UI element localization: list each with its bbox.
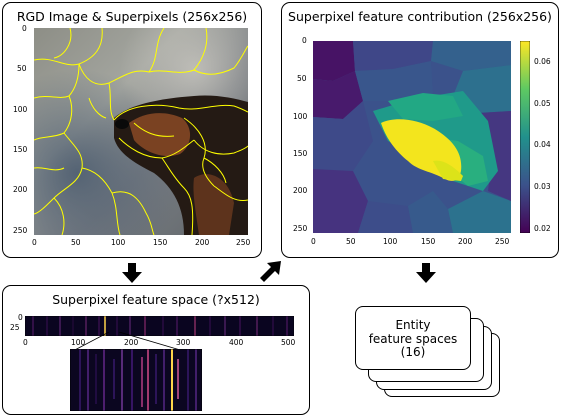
- rgb-panel-title: RGD Image & Superpixels (256x256): [16, 9, 248, 24]
- contribution-x-tick: 250: [495, 237, 510, 246]
- contribution-panel-title: Superpixel feature contribution (256x256…: [288, 9, 552, 24]
- feature-space-panel: Superpixel feature space (?x512) 0 25: [2, 285, 310, 415]
- feature-space-zoom-inset: [70, 349, 202, 411]
- rgb-y-tick: 250: [13, 226, 28, 235]
- contribution-x-tick: 200: [458, 237, 473, 246]
- entity-card-label: Entity feature spaces (16): [356, 318, 470, 360]
- colorbar-tick: 0.06: [534, 57, 551, 66]
- contribution-panel: Superpixel feature contribution (256x256…: [281, 2, 559, 258]
- feature-x-tick: 300: [176, 338, 191, 347]
- rgb-y-tick: 50: [17, 64, 27, 73]
- rgb-x-tick: 150: [153, 238, 168, 247]
- feature-space-title: Superpixel feature space (?x512): [52, 292, 260, 307]
- contribution-x-tick: 100: [383, 237, 398, 246]
- colorbar-tick: 0.04: [534, 140, 551, 149]
- colorbar-tick: 0.05: [534, 99, 551, 108]
- contribution-y-tick: 250: [293, 224, 308, 233]
- entity-label-line: (16): [400, 345, 426, 359]
- entity-label-line: Entity: [395, 318, 431, 332]
- rgb-y-tick: 0: [22, 24, 27, 33]
- rgb-superpixel-panel: RGD Image & Superpixels (256x256): [2, 2, 262, 258]
- colorbar: [520, 41, 530, 233]
- contribution-y-tick: 150: [293, 149, 308, 158]
- contribution-x-tick: 50: [346, 237, 356, 246]
- feature-x-tick: 400: [229, 338, 244, 347]
- diagonal-arrow-icon: [260, 261, 281, 282]
- rgb-x-tick: 50: [71, 238, 81, 247]
- contribution-y-tick: 0: [302, 36, 307, 45]
- rgb-y-tick: 150: [13, 145, 28, 154]
- feature-space-strip: [25, 316, 294, 336]
- contribution-y-tick: 200: [293, 186, 308, 195]
- contribution-y-tick: 50: [297, 74, 307, 83]
- feature-y-tick: 0: [18, 313, 23, 322]
- feature-y-tick: 25: [10, 323, 20, 332]
- down-arrow-icon: [416, 263, 436, 283]
- rgb-superpixel-image: [34, 28, 248, 235]
- contribution-x-tick: 150: [421, 237, 436, 246]
- rgb-x-tick: 250: [236, 238, 251, 247]
- feature-x-tick: 0: [23, 338, 28, 347]
- rgb-y-tick: 100: [13, 105, 28, 114]
- colorbar-tick: 0.02: [534, 224, 551, 233]
- down-arrow-icon: [122, 263, 142, 283]
- contribution-y-tick: 100: [293, 112, 308, 121]
- rgb-y-tick: 200: [13, 185, 28, 194]
- entity-card-front: Entity feature spaces (16): [355, 306, 471, 370]
- feature-x-tick: 200: [124, 338, 139, 347]
- contribution-heatmap: [313, 41, 511, 233]
- contribution-x-tick: 0: [311, 237, 316, 246]
- rgb-x-tick: 100: [111, 238, 126, 247]
- entity-label-line: feature spaces: [368, 331, 458, 346]
- rgb-x-tick: 0: [32, 238, 37, 247]
- colorbar-tick: 0.03: [534, 182, 551, 191]
- feature-x-tick: 100: [71, 338, 86, 347]
- feature-x-tick: 500: [281, 338, 296, 347]
- rgb-x-tick: 200: [195, 238, 210, 247]
